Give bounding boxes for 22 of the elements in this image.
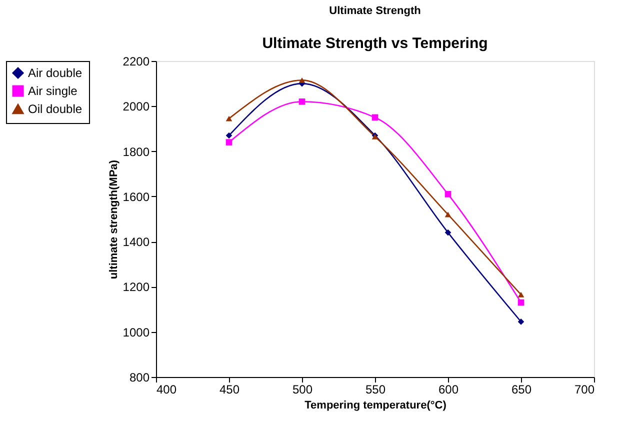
y-tick-label: 1400 (122, 235, 150, 250)
legend-label: Air single (28, 84, 78, 98)
x-tick-label: 650 (511, 382, 532, 396)
y-tick-label: 1200 (122, 280, 150, 294)
y-axis-title: ultimate strength(MPa) (108, 160, 120, 280)
y-tick-label: 2200 (122, 54, 150, 68)
y-tick-label: 800 (129, 370, 150, 384)
x-tick-label: 400 (156, 382, 177, 396)
x-tick-label: 450 (219, 382, 240, 396)
x-tick-label: 500 (292, 382, 313, 396)
y-tick-label: 1800 (122, 144, 150, 159)
y-tick-label: 1600 (122, 190, 150, 204)
legend-label: Oil double (28, 102, 82, 116)
legend-label: Air double (28, 66, 82, 80)
y-tick-label: 2000 (122, 100, 150, 114)
x-tick-label: 700 (574, 382, 595, 396)
y-tick-label: 1000 (122, 325, 150, 340)
x-axis-title: Tempering temperature(°C) (304, 400, 447, 412)
chart-title: Ultimate Strength (329, 5, 422, 17)
x-tick-label: 600 (438, 382, 459, 396)
x-tick-label: 550 (365, 382, 386, 396)
chart-subtitle: Ultimate Strength vs Tempering (262, 35, 488, 52)
